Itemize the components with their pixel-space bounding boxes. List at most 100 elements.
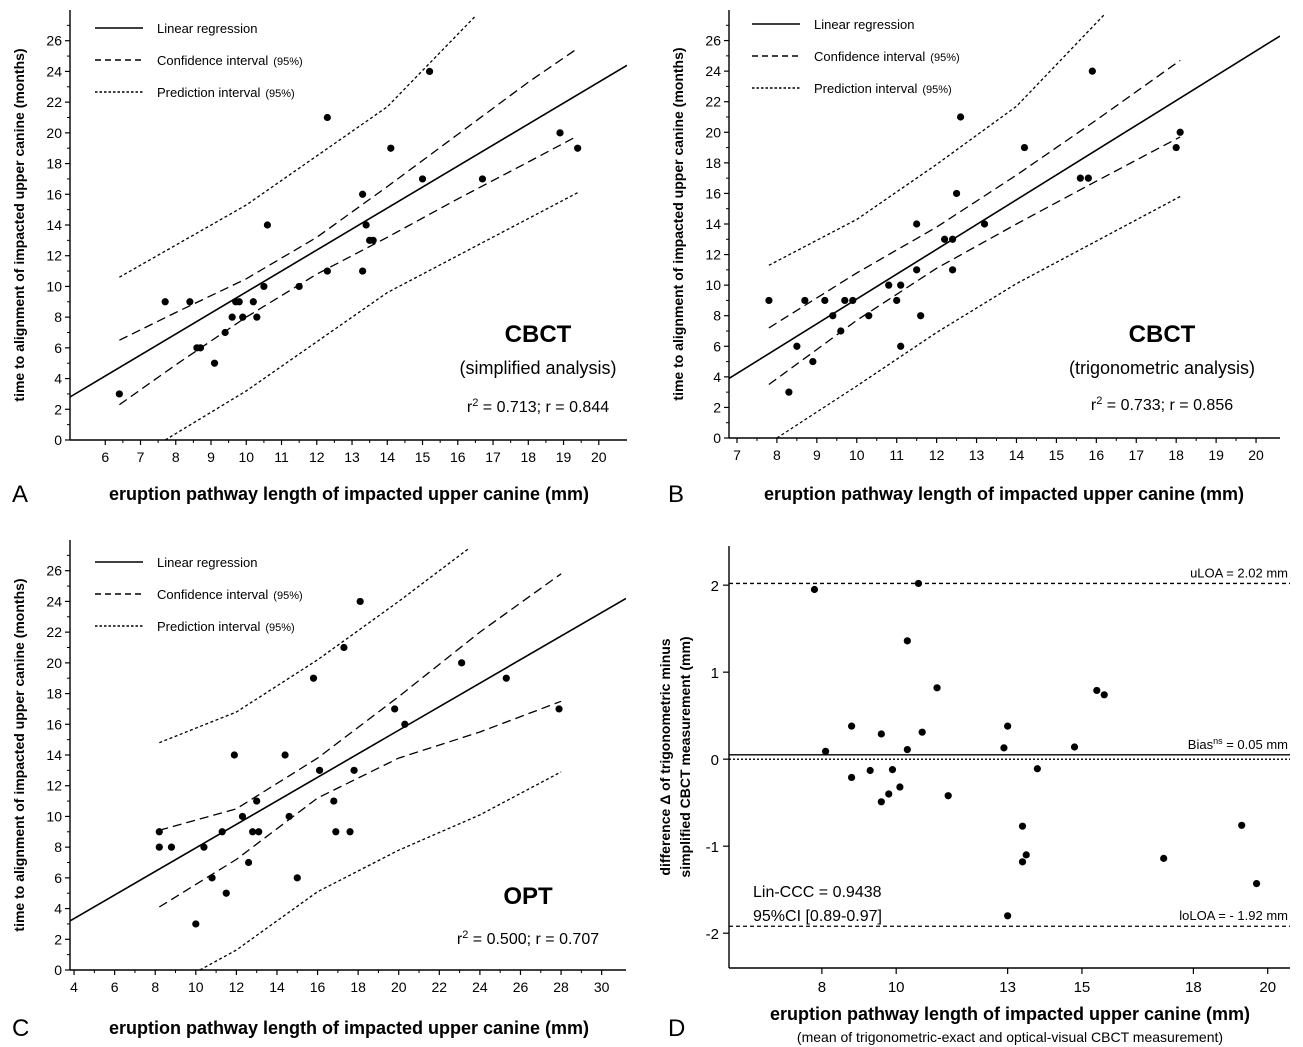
stats-r: r	[457, 931, 463, 948]
regression-line	[70, 64, 627, 398]
legend-label-suffix: (95%)	[273, 590, 302, 602]
x-tick-label: 6	[101, 449, 109, 465]
legend-label-text: Prediction interval	[814, 81, 917, 96]
data-point	[192, 920, 200, 928]
data-point	[849, 296, 857, 305]
x-tick-label: 13	[344, 449, 360, 465]
data-point	[167, 843, 176, 851]
data-point	[1088, 67, 1096, 75]
data-point	[425, 67, 434, 76]
legend-label-text: Confidence interval	[157, 53, 268, 68]
x-tick-label: 18	[521, 449, 537, 465]
data-point	[1172, 143, 1180, 152]
confidence-lower	[768, 136, 1181, 386]
stats-rest: = 0.500; r = 0.707	[468, 931, 599, 948]
y-tick-label: -1	[706, 839, 719, 856]
data-point	[793, 342, 801, 350]
data-point	[848, 773, 856, 782]
legend-label: Confidence interval (95%)	[157, 587, 303, 602]
y-tick-label: 16	[46, 716, 62, 732]
data-point	[897, 342, 905, 350]
x-tick-label: 16	[1089, 447, 1105, 463]
y-tick-label: 4	[713, 369, 721, 385]
confidence-lower	[119, 135, 578, 406]
data-point	[1100, 691, 1108, 699]
data-point	[249, 828, 257, 836]
data-point	[810, 585, 819, 594]
y-tick-label: 20	[46, 125, 62, 141]
legend-label-suffix: (95%)	[930, 52, 959, 64]
panel-letter: D	[668, 1015, 685, 1042]
legend-label-text: Prediction interval	[157, 619, 260, 634]
panel-b: 7 8 9 10 11 12 13 14 15 16 17 18 19 20024681012141618…	[668, 10, 1280, 508]
plot-area	[729, 14, 1280, 438]
data-point	[186, 298, 194, 306]
y-tick-label: 10	[46, 278, 62, 294]
data-point	[255, 828, 263, 836]
y-axis-label-line1: difference Δ of trigonometric minus	[657, 638, 673, 875]
x-axis-sublabel: (mean of trigonometric-exact and optical…	[797, 1029, 1223, 1045]
regression-line	[70, 597, 626, 922]
data-point	[1000, 744, 1008, 752]
prediction-lower	[776, 195, 1181, 438]
data-point	[1238, 821, 1246, 829]
data-point	[285, 812, 293, 821]
y-tick-label: -2	[706, 926, 719, 943]
bias-label-rest: = 0.05 mm	[1223, 737, 1288, 752]
stats-label: r2 = 0.713; r = 0.844	[467, 397, 609, 416]
x-tick-label: 20	[1248, 447, 1264, 463]
method-label: OPT	[503, 883, 553, 910]
data-point	[821, 747, 830, 755]
y-tick-label: 12	[46, 778, 62, 794]
data-point	[865, 312, 873, 320]
x-tick-label: 26	[513, 979, 529, 995]
data-point	[502, 674, 510, 682]
data-point	[917, 312, 925, 320]
y-tick-label: 16	[46, 186, 62, 202]
x-tick-label: 8	[172, 449, 180, 465]
y-tick-label: 24	[46, 593, 62, 609]
data-point	[281, 751, 289, 759]
y-tick-label: 0	[54, 432, 62, 448]
data-point	[293, 874, 301, 882]
y-tick-label: 24	[705, 63, 721, 79]
x-tick-label: 13	[999, 979, 1016, 996]
y-tick-label: 24	[46, 63, 62, 79]
data-point	[359, 267, 367, 275]
stats-sup: 2	[462, 929, 468, 941]
data-point	[1033, 765, 1041, 773]
data-point	[244, 858, 253, 867]
data-point	[555, 705, 563, 713]
data-point	[885, 281, 893, 289]
y-tick-label: 26	[705, 33, 721, 49]
data-point	[222, 889, 230, 897]
y-tick-label: 6	[54, 340, 62, 356]
y-tick-label: 0	[713, 430, 721, 446]
y-tick-label: 20	[46, 655, 62, 671]
data-point	[210, 359, 219, 367]
x-tick-label: 12	[229, 979, 245, 995]
y-tick-label: 0	[54, 962, 62, 978]
x-tick-label: 8	[773, 447, 781, 463]
data-point	[230, 751, 238, 759]
data-point	[263, 221, 272, 229]
y-tick-label: 26	[46, 563, 62, 579]
data-point	[218, 828, 226, 836]
x-tick-label: 14	[379, 449, 395, 465]
y-tick-label: 4	[54, 371, 62, 387]
x-tick-label: 28	[553, 979, 569, 995]
legend-label: Prediction interval (95%)	[157, 85, 295, 100]
data-point	[877, 730, 885, 738]
method-label: CBCT	[505, 321, 572, 348]
panel-a: 6 7 8 9 10 11 12 13 14 15 16 17 18 19 2002468101214161…	[11, 10, 627, 508]
ci-label: 95%CI [0.89-0.97]	[753, 908, 882, 925]
data-point	[1004, 912, 1012, 920]
data-point	[948, 266, 957, 274]
data-point	[196, 344, 205, 352]
data-point	[356, 597, 364, 606]
x-axis-label: eruption pathway length of impacted uppe…	[764, 484, 1244, 504]
data-point	[391, 705, 399, 713]
data-point	[295, 282, 303, 291]
plot-area	[70, 547, 626, 970]
y-tick-label: 0	[711, 752, 719, 769]
